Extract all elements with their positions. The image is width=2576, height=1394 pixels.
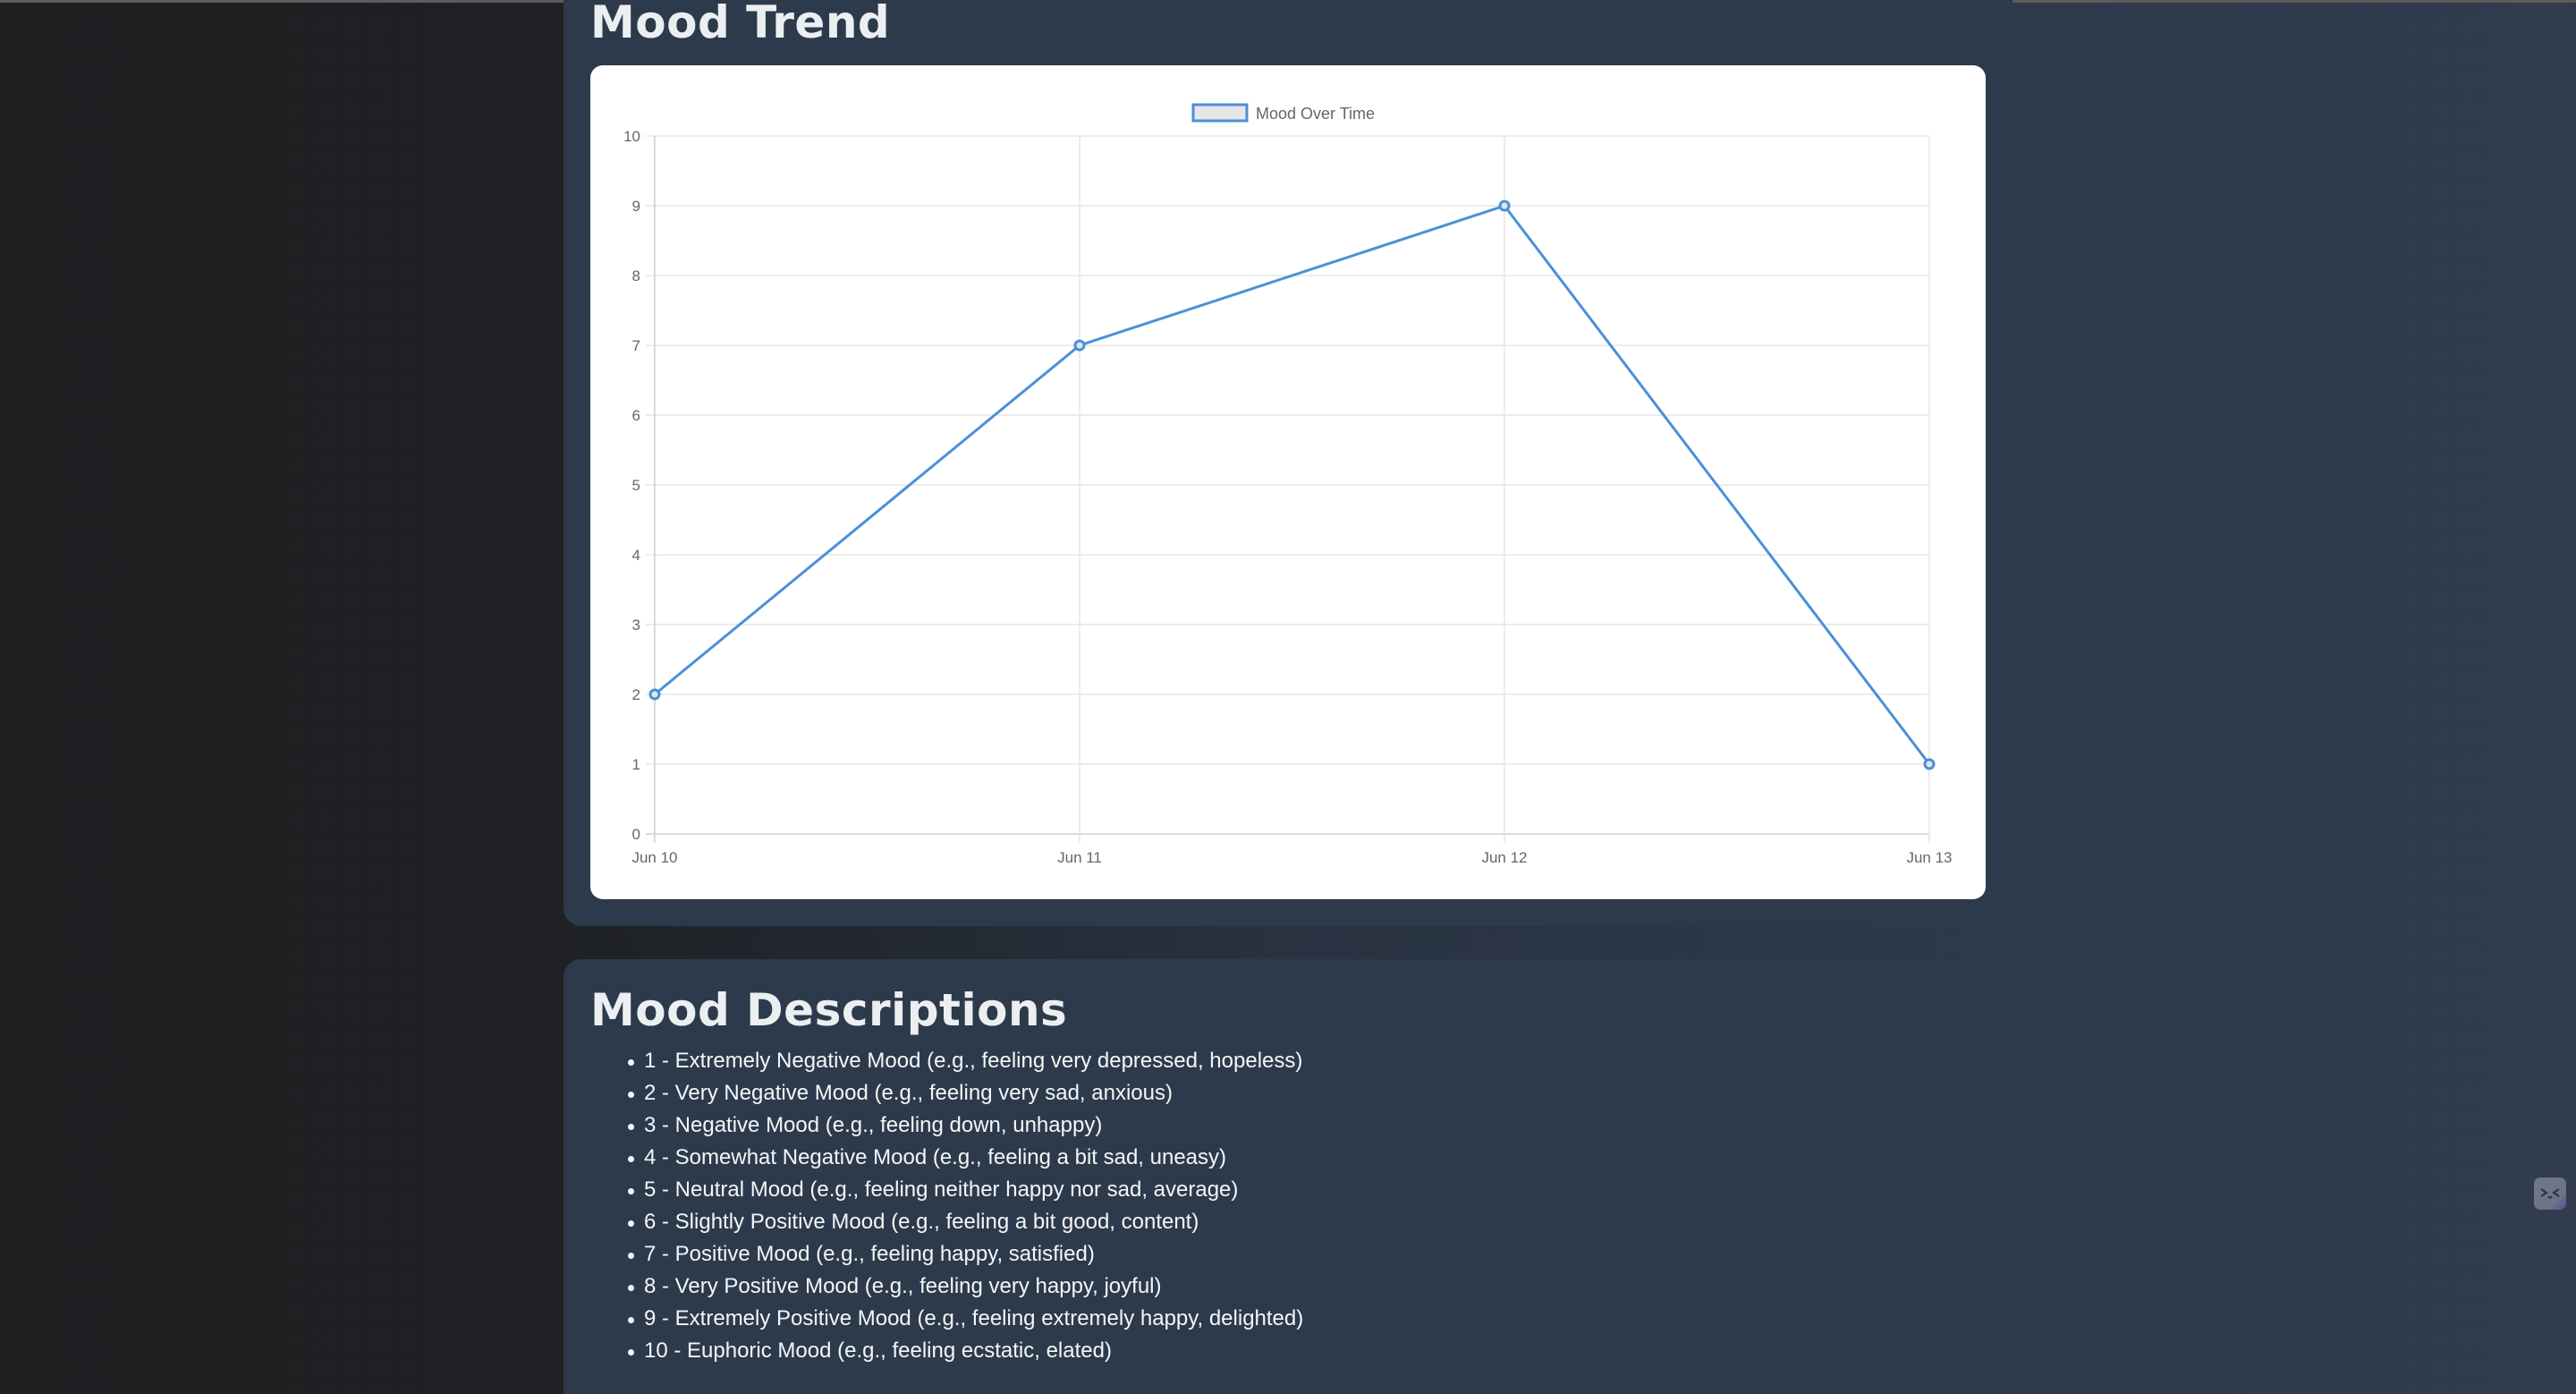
- data-point: [648, 688, 661, 701]
- legend-swatch: [1191, 103, 1249, 123]
- x-tick-label: Jun 11: [1057, 849, 1102, 866]
- mood-line-chart: 0 1 2 3 4 5 6 7 8 9 10 Jun 10 Jun 11 Jun 12 Jun 13 Mood…: [623, 103, 1953, 866]
- y-tick-label: 6: [632, 407, 640, 424]
- data-point: [1923, 758, 1936, 770]
- x-tick-label: Jun 10: [631, 849, 677, 866]
- mood-trend-title: Mood Trend: [590, 0, 891, 48]
- y-tick-label: 8: [632, 268, 640, 285]
- assistant-widget-button[interactable]: [2534, 1177, 2566, 1210]
- mood-description-item: 10 - Euphoric Mood (e.g., feeling ecstat…: [628, 1335, 1303, 1367]
- legend-label: Mood Over Time: [1256, 105, 1375, 123]
- y-tick-label: 5: [632, 477, 640, 494]
- y-tick-label: 2: [632, 686, 640, 703]
- mood-descriptions-list: 1 - Extremely Negative Mood (e.g., feeli…: [628, 1045, 1303, 1367]
- mood-description-item: 8 - Very Positive Mood (e.g., feeling ve…: [628, 1271, 1303, 1303]
- y-tick-label: 7: [632, 337, 640, 354]
- y-tick-label: 9: [632, 198, 640, 215]
- mood-descriptions-panel: Mood Descriptions 1 - Extremely Negative…: [564, 959, 2012, 1394]
- mood-trend-panel: Mood Trend 0 1 2 3 4 5 6 7 8 9 10 Jun 10 Jun 11 Jun 1…: [564, 0, 2012, 926]
- mood-description-item: 4 - Somewhat Negative Mood (e.g., feelin…: [628, 1142, 1303, 1174]
- mood-descriptions-title: Mood Descriptions: [590, 984, 1068, 1036]
- mood-description-item: 3 - Negative Mood (e.g., feeling down, u…: [628, 1109, 1303, 1142]
- mood-description-item: 1 - Extremely Negative Mood (e.g., feeli…: [628, 1045, 1303, 1077]
- y-tick-label: 4: [632, 547, 640, 564]
- y-tick-label: 10: [623, 128, 640, 145]
- mood-chart-card: 0 1 2 3 4 5 6 7 8 9 10 Jun 10 Jun 11 Jun 12 Jun 13 Mood…: [590, 65, 1986, 899]
- y-tick-label: 0: [632, 826, 640, 843]
- y-tick-label: 1: [632, 756, 640, 773]
- mood-line: [654, 204, 1931, 765]
- face-emoticon-icon: [2540, 1188, 2560, 1199]
- mood-description-item: 6 - Slightly Positive Mood (e.g., feelin…: [628, 1206, 1303, 1238]
- mood-description-item: 9 - Extremely Positive Mood (e.g., feeli…: [628, 1303, 1303, 1335]
- y-tick-label: 3: [632, 616, 640, 633]
- data-point: [1498, 200, 1511, 212]
- mood-description-item: 7 - Positive Mood (e.g., feeling happy, …: [628, 1238, 1303, 1271]
- x-tick-label: Jun 12: [1481, 849, 1527, 866]
- mood-description-item: 2 - Very Negative Mood (e.g., feeling ve…: [628, 1077, 1303, 1109]
- data-point: [1073, 339, 1086, 352]
- x-tick-label: Jun 13: [1906, 849, 1952, 866]
- mood-description-item: 5 - Neutral Mood (e.g., feeling neither …: [628, 1174, 1303, 1206]
